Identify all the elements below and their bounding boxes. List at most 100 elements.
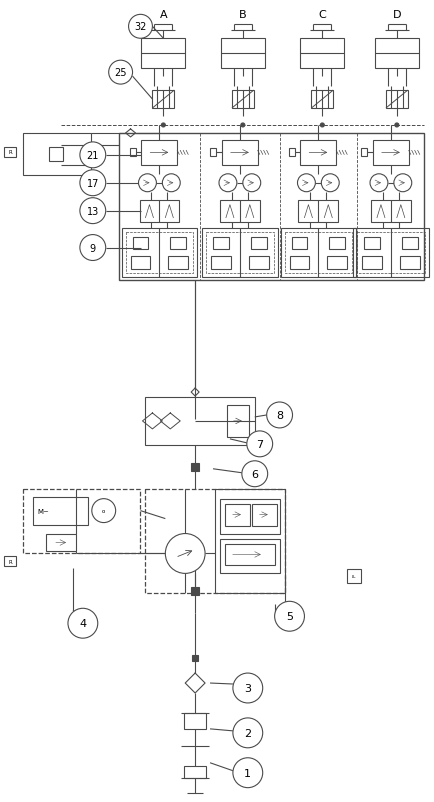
Bar <box>220 499 279 534</box>
Bar <box>361 256 381 270</box>
Text: 1: 1 <box>244 768 251 778</box>
Circle shape <box>161 124 165 128</box>
Circle shape <box>319 124 324 128</box>
Bar <box>221 140 257 165</box>
Circle shape <box>138 175 156 192</box>
Bar <box>184 713 206 729</box>
Bar <box>363 237 379 249</box>
Text: A: A <box>159 10 167 20</box>
Bar <box>291 237 307 249</box>
Bar <box>130 256 150 270</box>
Bar <box>122 229 197 278</box>
Bar <box>139 200 179 222</box>
Bar <box>202 229 277 278</box>
Circle shape <box>80 143 105 168</box>
Text: 32: 32 <box>134 22 146 32</box>
Text: o: o <box>102 508 105 513</box>
Circle shape <box>240 124 244 128</box>
Circle shape <box>242 175 260 192</box>
Bar <box>49 148 63 162</box>
Bar <box>206 233 273 274</box>
Bar <box>118 134 423 281</box>
Text: D: D <box>392 10 400 20</box>
Bar <box>4 148 16 158</box>
Bar <box>46 534 76 552</box>
Bar <box>401 237 417 249</box>
Bar <box>352 229 427 278</box>
Bar <box>248 256 268 270</box>
Circle shape <box>274 602 304 631</box>
Circle shape <box>165 534 204 573</box>
Circle shape <box>232 758 262 788</box>
Circle shape <box>232 673 262 703</box>
Circle shape <box>92 499 115 523</box>
Bar <box>132 237 148 249</box>
Bar <box>251 504 276 526</box>
Bar <box>300 140 335 165</box>
Bar <box>356 233 424 274</box>
Bar <box>23 134 91 176</box>
Bar <box>227 406 248 437</box>
Bar <box>4 557 16 567</box>
Bar <box>385 91 407 109</box>
Bar <box>33 497 88 525</box>
Bar <box>145 489 284 593</box>
Text: 4: 4 <box>79 618 86 629</box>
Circle shape <box>128 15 152 39</box>
Circle shape <box>80 171 105 196</box>
Circle shape <box>162 175 180 192</box>
Text: 2: 2 <box>243 728 251 738</box>
Bar <box>125 233 193 274</box>
Bar <box>224 544 274 565</box>
Circle shape <box>108 61 132 85</box>
Bar <box>289 256 309 270</box>
Circle shape <box>393 175 411 192</box>
Bar <box>210 149 216 157</box>
Circle shape <box>241 461 267 487</box>
Bar <box>191 588 199 596</box>
Text: R: R <box>8 559 12 565</box>
Text: R: R <box>8 150 12 155</box>
Bar <box>191 464 199 471</box>
Bar <box>210 256 230 270</box>
Text: 21: 21 <box>86 151 99 160</box>
Circle shape <box>321 175 339 192</box>
Text: 7: 7 <box>256 439 263 449</box>
Text: 5: 5 <box>286 611 293 622</box>
Bar <box>141 39 185 69</box>
Circle shape <box>369 175 387 192</box>
Circle shape <box>246 431 272 457</box>
Bar <box>220 39 264 69</box>
Bar <box>399 256 419 270</box>
Bar <box>360 149 366 157</box>
Bar <box>141 140 177 165</box>
Bar <box>152 91 174 109</box>
Text: 8: 8 <box>276 411 283 420</box>
Bar <box>298 200 338 222</box>
Bar <box>372 140 408 165</box>
Circle shape <box>218 175 237 192</box>
Bar <box>145 398 254 445</box>
Text: C: C <box>318 10 326 20</box>
Bar <box>329 237 345 249</box>
Text: 17: 17 <box>86 179 99 188</box>
Circle shape <box>80 235 105 261</box>
Bar <box>168 256 188 270</box>
Text: 25: 25 <box>114 68 127 78</box>
Bar <box>250 237 266 249</box>
Bar <box>224 504 249 526</box>
Bar <box>220 200 259 222</box>
Text: 6: 6 <box>251 469 258 479</box>
Bar <box>231 91 253 109</box>
Bar <box>370 200 410 222</box>
Text: M~: M~ <box>37 508 49 514</box>
Text: LL: LL <box>351 575 355 579</box>
Bar <box>220 539 279 573</box>
Bar <box>213 237 228 249</box>
Bar <box>300 39 343 69</box>
Bar <box>284 233 352 274</box>
Text: 9: 9 <box>89 243 95 253</box>
Circle shape <box>266 403 292 428</box>
Circle shape <box>68 609 98 638</box>
Bar <box>129 149 135 157</box>
